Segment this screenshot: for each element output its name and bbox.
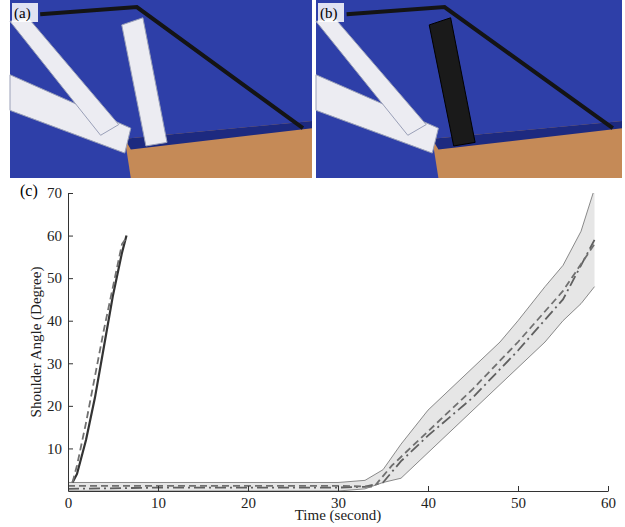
band xyxy=(68,193,595,491)
photo-panel: (a) xyxy=(10,0,312,178)
tick-mark xyxy=(518,486,519,491)
tick: 40 xyxy=(421,486,436,511)
tick-label: 40 xyxy=(47,313,62,329)
tick-label: 30 xyxy=(47,356,62,372)
tick: 40 xyxy=(47,313,73,329)
tick-label: 50 xyxy=(47,270,62,286)
tick: 20 xyxy=(47,398,73,414)
tick-label: 20 xyxy=(241,495,256,511)
strap xyxy=(347,7,613,128)
axis-line xyxy=(69,491,609,492)
strap xyxy=(40,7,303,128)
panel-label: (c) xyxy=(20,182,38,200)
upper-arm xyxy=(10,18,119,135)
tick-label: 60 xyxy=(601,495,616,511)
tick-mark xyxy=(338,486,339,491)
y-axis-title: Shoulder Angle (Degree) xyxy=(28,267,45,418)
x-axis-title: Time (second) xyxy=(295,507,382,524)
tick: 50 xyxy=(47,270,73,286)
tick-mark xyxy=(68,278,73,279)
axis-line xyxy=(68,194,69,492)
band-edge xyxy=(68,193,595,482)
tick-label: 70 xyxy=(47,185,62,201)
tick-mark xyxy=(68,406,73,407)
tick: 60 xyxy=(47,228,73,244)
y-axis: 10 20 30 40 50 60 70 xyxy=(47,185,73,491)
tick: 20 xyxy=(241,486,256,511)
tick-mark xyxy=(68,236,73,237)
tick-label: 50 xyxy=(511,495,526,511)
panel-label: (a) xyxy=(14,5,31,22)
tick-label: 10 xyxy=(151,495,166,511)
tick-mark xyxy=(158,486,159,491)
tick: 10 xyxy=(151,486,166,511)
photo-panel: (b) xyxy=(316,0,622,178)
tick-label: 10 xyxy=(47,441,62,457)
tick-label: 60 xyxy=(47,228,62,244)
tick-mark xyxy=(68,321,73,322)
tick-mark xyxy=(68,363,73,364)
photo-background xyxy=(10,0,312,178)
actuator xyxy=(122,18,167,146)
tick: 10 xyxy=(47,441,73,457)
tick-mark xyxy=(248,486,249,491)
tick-mark xyxy=(68,448,73,449)
tick-mark xyxy=(428,486,429,491)
plot-area xyxy=(68,193,595,491)
figure: (a)(b)(c)010203040506010203040506070Time… xyxy=(0,0,625,527)
tick-label: 40 xyxy=(421,495,436,511)
label-patch xyxy=(318,3,344,22)
band-edge xyxy=(68,287,595,491)
actuator xyxy=(429,18,475,146)
line xyxy=(68,244,595,487)
line xyxy=(73,238,127,483)
tick-label: 20 xyxy=(47,398,62,414)
upper-arm xyxy=(316,18,426,135)
tick: 30 xyxy=(47,356,73,372)
tick-label: 0 xyxy=(65,495,73,511)
line xyxy=(73,236,127,483)
tick: 70 xyxy=(47,185,73,201)
photo-background xyxy=(316,0,622,178)
tick-mark xyxy=(608,486,609,491)
label-patch xyxy=(12,3,38,22)
panel-label: (b) xyxy=(320,5,338,22)
tick: 50 xyxy=(511,486,526,511)
line xyxy=(68,240,595,489)
tick-mark xyxy=(68,193,73,194)
tick: 60 xyxy=(601,486,616,511)
